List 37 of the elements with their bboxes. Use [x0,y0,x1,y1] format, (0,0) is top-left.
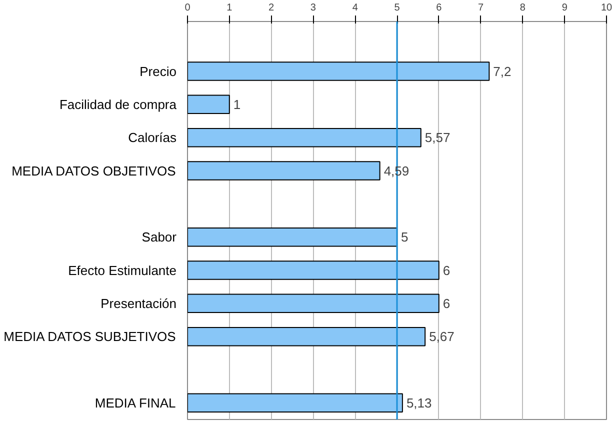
x-tick-label: 2 [268,2,275,14]
y-tick-label: Calorías [128,130,177,146]
y-tick-label: MEDIA DATOS OBJETIVOS [12,163,176,178]
data-label: 5,57 [424,130,450,146]
y-tick-label: Efecto Estimulante [68,262,177,278]
bar [188,294,440,314]
data-label: 6 [442,296,450,311]
y-tick-label: Sabor [142,230,178,245]
data-label: 7,2 [493,64,512,79]
bar [188,393,403,413]
y-tick-label: Precio [140,64,177,79]
data-label: 5,67 [429,329,454,344]
bar [188,128,422,148]
y-tick-label: MEDIA DATOS SUBJETIVOS [4,329,176,344]
data-label: 1 [233,96,241,112]
data-label: 5 [401,230,408,245]
y-tick-label: Facilidad de compra [59,96,178,112]
x-tick-label: 6 [436,2,442,14]
bar [188,260,440,280]
x-tick-label: 0 [184,2,191,14]
y-tick-label: Presentación [100,296,177,311]
y-tick-label: MEDIA FINAL [94,395,176,410]
data-label: 5,13 [406,395,432,410]
x-tick-label: 8 [520,2,526,14]
x-tick-label: 7 [478,2,484,14]
x-tick-label: 10 [600,2,612,14]
data-label: 6 [442,262,450,278]
bar [188,62,490,81]
bar [188,227,398,247]
bar [188,161,380,180]
x-tick-label: 9 [562,2,568,14]
bar [188,94,230,114]
bar [188,326,426,346]
x-tick-label: 3 [310,2,316,14]
x-tick-label: 4 [352,2,358,14]
x-tick-label: 5 [394,2,400,14]
x-tick-label: 1 [226,2,233,14]
